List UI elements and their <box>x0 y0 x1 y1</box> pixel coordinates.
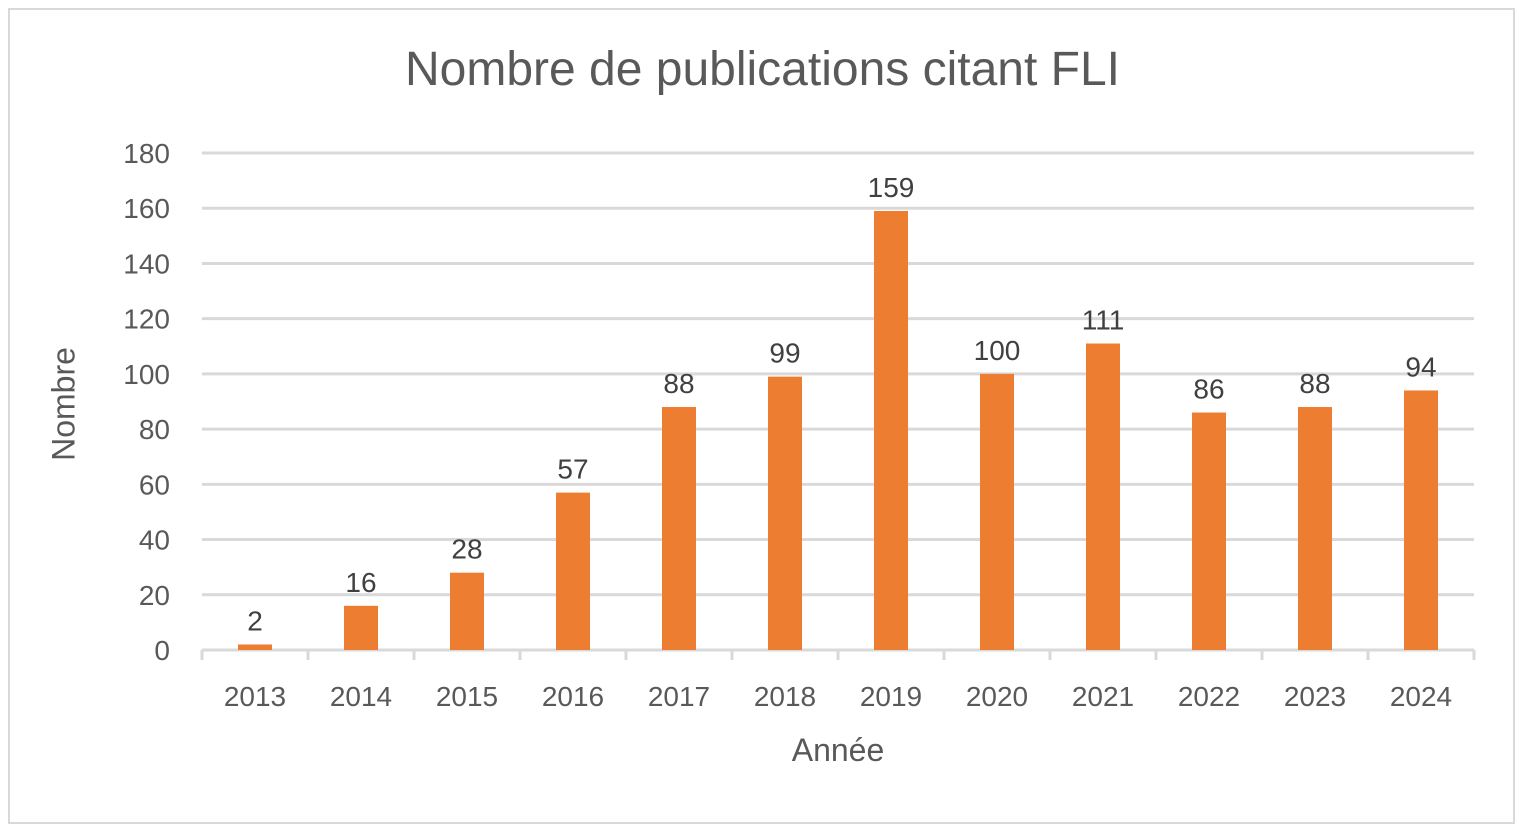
chart-frame <box>8 8 1515 824</box>
bar-2023 <box>1298 407 1332 650</box>
y-tick-label: 20 <box>139 580 170 611</box>
bar-2016 <box>556 492 590 650</box>
data-label-2022: 86 <box>1193 374 1224 405</box>
y-tick-label: 180 <box>123 138 170 169</box>
data-label-2019: 159 <box>868 172 915 203</box>
data-label-2024: 94 <box>1405 351 1436 382</box>
y-tick-label: 160 <box>123 193 170 224</box>
bar-2021 <box>1086 343 1120 650</box>
x-axis-label: Année <box>791 732 885 768</box>
x-tick-label: 2021 <box>1072 681 1134 712</box>
data-label-2018: 99 <box>769 338 800 369</box>
data-label-2015: 28 <box>451 534 482 565</box>
x-tick-label: 2016 <box>542 681 604 712</box>
y-tick-label: 60 <box>139 469 170 500</box>
y-tick-label: 40 <box>139 525 170 556</box>
y-tick-label: 0 <box>154 635 170 666</box>
bar-2013 <box>238 644 272 650</box>
data-label-2016: 57 <box>557 454 588 485</box>
y-tick-label: 120 <box>123 304 170 335</box>
bar-2017 <box>662 407 696 650</box>
data-label-2023: 88 <box>1299 368 1330 399</box>
x-tick-label: 2017 <box>648 681 710 712</box>
x-tick-label: 2023 <box>1284 681 1346 712</box>
x-tick-label: 2014 <box>330 681 392 712</box>
y-tick-label: 80 <box>139 414 170 445</box>
data-label-2017: 88 <box>663 368 694 399</box>
x-tick-label: 2018 <box>754 681 816 712</box>
bar-2024 <box>1404 390 1438 650</box>
x-tick-label: 2024 <box>1390 681 1452 712</box>
x-tick-label: 2022 <box>1178 681 1240 712</box>
bar-2022 <box>1192 412 1226 650</box>
data-label-2021: 111 <box>1082 305 1125 336</box>
bar-2019 <box>874 210 908 650</box>
y-tick-label: 100 <box>123 359 170 390</box>
bar-2015 <box>450 572 484 650</box>
bar-2020 <box>980 373 1014 650</box>
data-label-2013: 2 <box>247 605 263 636</box>
x-tick-label: 2013 <box>224 681 286 712</box>
data-label-2014: 16 <box>345 567 376 598</box>
data-label-2020: 100 <box>974 335 1021 366</box>
bar-2014 <box>344 605 378 650</box>
x-tick-label: 2019 <box>860 681 922 712</box>
x-tick-label: 2015 <box>436 681 498 712</box>
chart-title: Nombre de publications citant FLI <box>404 43 1121 96</box>
bar-2018 <box>768 376 802 650</box>
y-tick-label: 140 <box>123 248 170 279</box>
x-tick-label: 2020 <box>966 681 1028 712</box>
